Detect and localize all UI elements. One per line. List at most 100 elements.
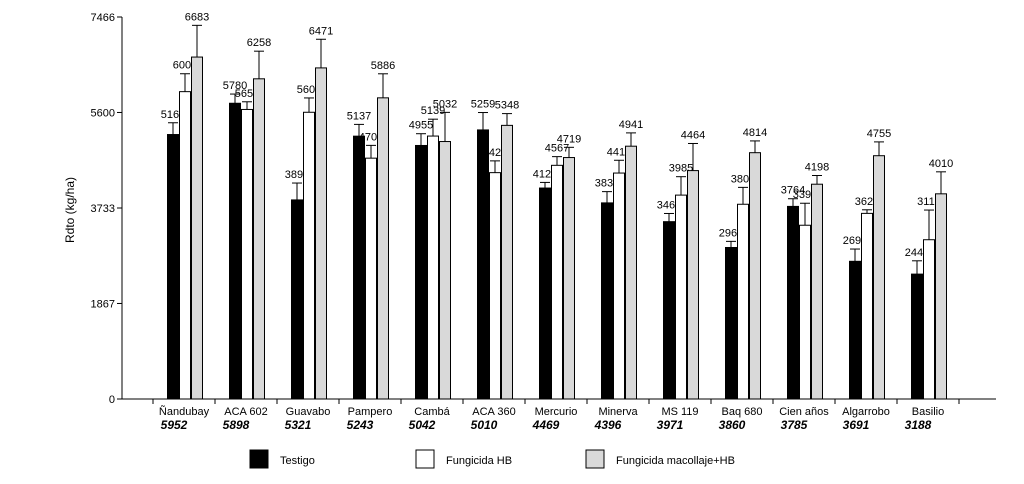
bar — [737, 203, 749, 400]
axes: 0 1867 3733 5600 7466 — [91, 12, 996, 406]
bar — [365, 157, 377, 400]
y-tick-label: 7466 — [91, 12, 115, 24]
category-mean-label: 4396 — [594, 418, 622, 432]
bar — [601, 202, 613, 400]
data-label: 2441 — [905, 247, 929, 259]
bar — [415, 144, 427, 400]
data-label: 4464 — [681, 129, 705, 141]
y-tick-label: 3733 — [91, 203, 115, 215]
data-label: 5137 — [347, 110, 371, 122]
data-label: 5032 — [433, 98, 457, 110]
y-tick-label: 5600 — [91, 107, 115, 119]
category-mean-label: 3860 — [719, 418, 746, 432]
bar — [551, 164, 563, 400]
bar — [811, 183, 823, 400]
bar — [663, 221, 675, 400]
x-tick-label: Cien años — [779, 406, 829, 418]
legend-swatch — [415, 449, 435, 469]
legend-label: Fungicida macollaje+HB — [616, 455, 735, 467]
data-label: 4198 — [805, 162, 829, 174]
bar — [625, 145, 637, 400]
y-tick-label: 1867 — [91, 298, 115, 310]
x-tick-label: MS 119 — [661, 406, 698, 418]
bar — [191, 56, 203, 400]
data-label: 4955 — [409, 120, 433, 132]
bar — [725, 246, 737, 400]
data-label: 5259 — [471, 99, 495, 111]
legend-label: Fungicida HB — [446, 455, 512, 467]
data-label: 4814 — [743, 127, 767, 139]
bar — [911, 273, 923, 400]
data-label: 5348 — [495, 100, 519, 112]
bar — [477, 129, 489, 400]
bar — [687, 170, 699, 400]
data-label: 6471 — [309, 25, 333, 37]
data-label: 5780 — [223, 80, 247, 92]
category-mean-label: 3785 — [781, 418, 808, 432]
bar — [749, 152, 761, 400]
bar — [861, 212, 873, 400]
category-mean-label: 3188 — [905, 418, 932, 432]
data-label: 4567 — [545, 143, 569, 155]
legend-swatch — [249, 449, 269, 469]
category-mean-label: 4469 — [532, 418, 560, 432]
bar — [353, 135, 365, 400]
x-tick-label: Pampero — [348, 406, 393, 418]
category-mean-label: 5010 — [471, 418, 498, 432]
x-tick-label: Minerva — [598, 406, 638, 418]
y-axis-label: Rdto (kg/ha) — [63, 177, 77, 243]
legend: Testigo Fungicida HB Fungicida macollaje+H… — [249, 449, 735, 469]
bar — [167, 134, 179, 400]
x-tick-label: Ñandubay — [159, 405, 210, 418]
data-label: 3764 — [781, 185, 805, 197]
bar — [799, 224, 811, 400]
x-tick-label: Algarrobo — [842, 406, 890, 418]
bar — [849, 260, 861, 400]
category-mean-label: 3691 — [843, 418, 870, 432]
bar — [873, 155, 885, 400]
category-mean-label: 3971 — [657, 418, 684, 432]
bar — [427, 135, 439, 400]
bar — [539, 187, 551, 400]
bar — [179, 91, 191, 400]
bar — [787, 205, 799, 400]
bar — [489, 172, 501, 400]
category-mean-label: 5321 — [285, 418, 312, 432]
data-label: 6258 — [247, 37, 271, 49]
x-tick-label: Guavabo — [286, 406, 331, 418]
x-tick-label: Baq 680 — [722, 406, 763, 418]
bar — [613, 172, 625, 400]
bar — [923, 239, 935, 400]
legend-item: Testigo — [249, 449, 315, 469]
data-label: 5886 — [371, 60, 395, 72]
bar — [303, 111, 315, 400]
bar — [675, 194, 687, 400]
x-tick-label: Mercurio — [535, 406, 578, 418]
legend-swatch — [585, 449, 605, 469]
data-label: 5139 — [421, 105, 445, 117]
x-tick-label: Cambá — [414, 406, 450, 418]
bar — [253, 78, 265, 400]
category-mean-label: 5042 — [409, 418, 436, 432]
x-tick-label: ACA 602 — [224, 406, 267, 418]
data-label: 4755 — [867, 128, 891, 140]
data-label: 4719 — [557, 133, 581, 145]
data-label: 3113 — [917, 196, 941, 208]
data-label: 4010 — [929, 158, 953, 170]
category-mean-label: 5898 — [223, 418, 250, 432]
bar — [229, 102, 241, 400]
bar — [935, 193, 947, 400]
x-tick-label: ACA 360 — [472, 406, 515, 418]
x-tick-label: Basilio — [912, 406, 944, 418]
category-mean-label: 5952 — [161, 418, 188, 432]
